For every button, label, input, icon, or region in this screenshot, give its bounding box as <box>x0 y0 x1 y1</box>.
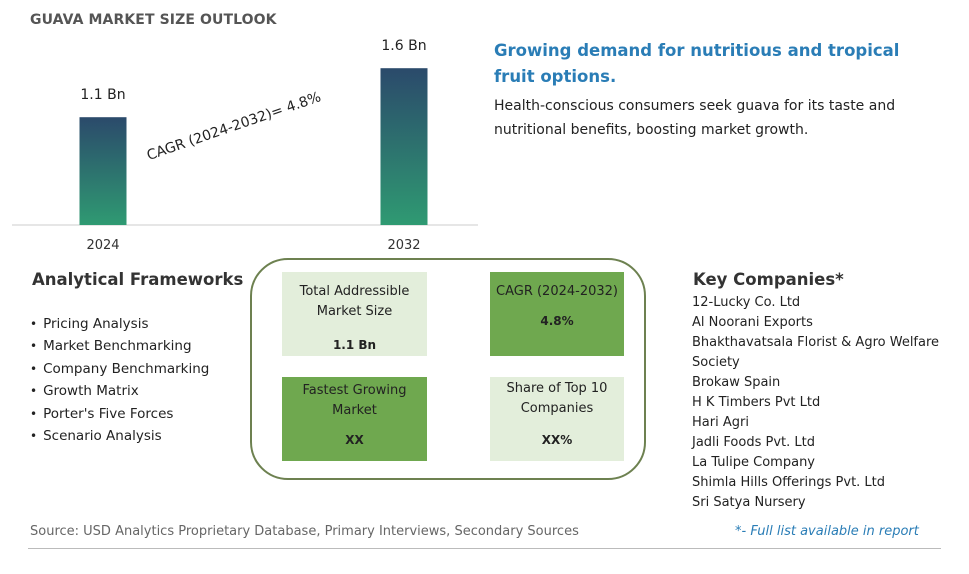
tile-value: XX% <box>541 433 573 447</box>
tile-label: Total Addressible Market Size <box>299 284 410 319</box>
bar-2024 <box>79 117 127 225</box>
framework-item: Market Benchmarking <box>30 335 209 357</box>
chart-title: GUAVA MARKET SIZE OUTLOOK <box>30 12 277 28</box>
company-item: Hari Agri <box>692 415 749 430</box>
frameworks-title: Analytical Frameworks <box>32 270 244 289</box>
company-item: 12-Lucky Co. Ltd <box>692 295 801 310</box>
data-label: 1.6 Bn <box>381 38 426 54</box>
company-item: Al Noorani Exports <box>692 315 813 330</box>
framework-item: Pricing Analysis <box>30 313 209 335</box>
headline-body: Health-conscious consumers seek guava fo… <box>494 98 896 138</box>
companies-list: 12-Lucky Co. Ltd Al Noorani Exports Bhak… <box>692 293 962 513</box>
source-note: Source: USD Analytics Proprietary Databa… <box>30 524 579 539</box>
tile-label: Fastest Growing Market <box>302 383 407 418</box>
company-item: Shimla Hills Offerings Pvt. Ltd <box>692 475 886 490</box>
tile-cagr: CAGR (2024-2032) 4.8% <box>490 272 624 356</box>
company-item: Sri Satya Nursery <box>692 495 806 510</box>
headline-title: Growing demand for nutritious and tropic… <box>494 41 900 86</box>
framework-item: Company Benchmarking <box>30 358 209 380</box>
tile-value: 1.1 Bn <box>332 338 377 352</box>
company-item: La Tulipe Company <box>692 455 815 470</box>
x-tick-label: 2024 <box>86 238 119 253</box>
x-tick-label: 2032 <box>387 238 420 253</box>
framework-item: Porter's Five Forces <box>30 403 209 425</box>
bar-chart: 1.1 Bn 2024 1.6 Bn 2032 <box>12 38 478 253</box>
framework-item: Scenario Analysis <box>30 425 209 447</box>
tile-value: XX <box>345 433 364 447</box>
company-item: H K Timbers Pvt Ltd <box>692 395 821 410</box>
companies-title: Key Companies* <box>693 270 844 289</box>
bar-2032 <box>380 68 428 225</box>
tile-label: CAGR (2024-2032) <box>496 284 618 299</box>
tile-value: 4.8% <box>540 314 574 328</box>
tile-fastest-market: Fastest Growing Market XX <box>282 377 427 461</box>
frameworks-list: Pricing Analysis Market Benchmarking Com… <box>30 313 209 447</box>
tile-top10-share: Share of Top 10 Companies XX% <box>490 377 624 461</box>
tile-label: Share of Top 10 Companies <box>506 381 608 416</box>
full-list-note: *- Full list available in report <box>735 524 919 539</box>
tile-market-size: Total Addressible Market Size 1.1 Bn <box>282 272 427 356</box>
company-item: Jadli Foods Pvt. Ltd <box>692 435 815 450</box>
framework-item: Growth Matrix <box>30 380 209 402</box>
company-item: Brokaw Spain <box>692 375 781 390</box>
summary-panel <box>250 258 646 480</box>
data-label: 1.1 Bn <box>80 87 125 103</box>
company-item: Bhakthavatsala Florist & Agro Welfare So… <box>692 335 940 370</box>
bottom-divider <box>28 548 941 549</box>
